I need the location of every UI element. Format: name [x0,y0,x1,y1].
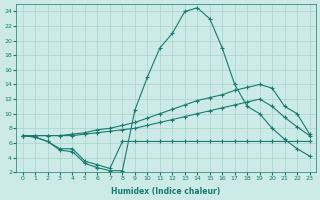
X-axis label: Humidex (Indice chaleur): Humidex (Indice chaleur) [111,187,221,196]
